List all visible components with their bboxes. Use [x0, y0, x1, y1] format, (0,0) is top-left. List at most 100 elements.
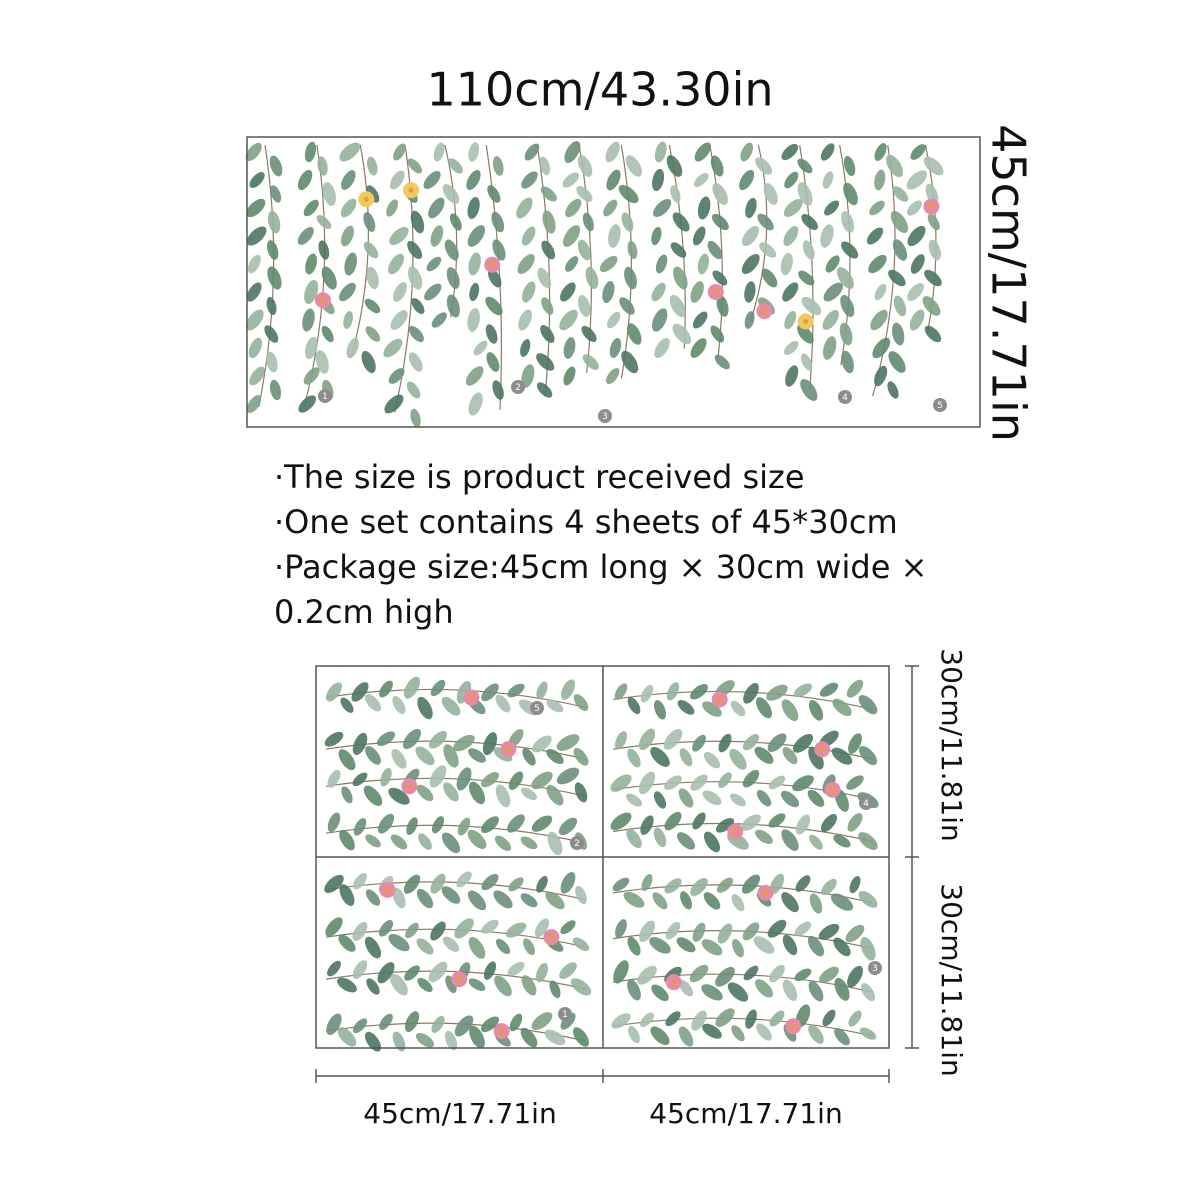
leaf — [666, 682, 680, 701]
leaf — [909, 309, 925, 331]
leaf — [732, 939, 744, 958]
leaf — [417, 696, 433, 720]
leaf — [846, 679, 864, 698]
leaf — [326, 1013, 342, 1036]
flower-center — [548, 934, 554, 940]
leaf — [666, 155, 683, 177]
leaf — [389, 170, 405, 190]
leaf — [892, 186, 909, 202]
leaf — [317, 156, 328, 176]
leaf — [866, 227, 884, 245]
leaf — [430, 225, 444, 247]
leaf — [769, 964, 785, 983]
leaf — [782, 282, 799, 302]
flower-center — [505, 746, 511, 752]
leaf — [654, 141, 667, 163]
leaf — [249, 366, 265, 386]
leaf — [651, 308, 668, 332]
leaf — [487, 185, 501, 203]
leaf — [327, 769, 341, 788]
leaf — [559, 309, 578, 331]
leaf — [893, 295, 907, 317]
leaf — [841, 241, 859, 259]
leaf — [304, 336, 318, 360]
leaf — [392, 887, 406, 909]
leaf — [376, 731, 396, 746]
leaf — [366, 185, 380, 203]
leaf — [798, 270, 815, 286]
leaf — [410, 408, 421, 428]
leaf — [848, 1010, 862, 1027]
leaf — [517, 254, 535, 274]
leaf — [606, 169, 621, 191]
leaf — [304, 279, 319, 305]
flower-center — [763, 890, 769, 896]
leaf — [743, 965, 759, 981]
leaf — [609, 338, 622, 358]
leaf — [701, 984, 723, 1001]
leaf — [800, 353, 813, 371]
panel-number: 3 — [602, 412, 608, 422]
leaf — [536, 382, 553, 398]
leaf — [431, 816, 445, 834]
leaf — [521, 364, 535, 388]
leaf — [860, 983, 876, 1002]
leaf — [693, 173, 709, 187]
leaf — [267, 266, 282, 290]
leaf — [795, 814, 811, 835]
leaf — [441, 696, 461, 716]
leaf — [520, 836, 538, 850]
panel-number: 4 — [863, 799, 869, 809]
leaf — [391, 749, 407, 769]
leaf — [835, 789, 849, 812]
leaf — [431, 1015, 445, 1033]
leaf — [754, 746, 774, 764]
leaf — [481, 772, 499, 788]
leaf — [655, 254, 668, 274]
leaf — [755, 157, 773, 175]
leaf — [809, 834, 823, 850]
leaf — [487, 268, 502, 288]
leaf — [800, 379, 818, 401]
leaf — [379, 1013, 393, 1030]
leaf — [377, 813, 395, 834]
leaf — [321, 266, 337, 290]
leaf — [388, 787, 410, 805]
leaf — [651, 282, 666, 302]
leaf — [540, 325, 555, 343]
flower-center — [499, 1028, 505, 1034]
leaf — [407, 266, 423, 290]
leaf — [246, 394, 262, 414]
leaf — [767, 919, 787, 938]
leaf — [639, 1012, 655, 1028]
leaf — [467, 196, 480, 220]
leaf — [820, 813, 838, 833]
leaf — [715, 966, 735, 987]
leaf — [326, 682, 342, 702]
leaf — [874, 169, 886, 191]
leaf — [428, 961, 448, 983]
leaf — [627, 979, 641, 1001]
panel-number: 2 — [574, 839, 580, 849]
leaf — [303, 199, 319, 217]
leaf — [560, 1012, 576, 1030]
leaf — [767, 733, 787, 752]
leaf — [341, 786, 353, 804]
flower-center — [928, 203, 934, 209]
leaf — [492, 239, 506, 261]
sheet-width-label: 45cm/17.71in — [649, 1097, 842, 1130]
leaf — [781, 892, 799, 913]
leaf — [536, 681, 548, 700]
leaf — [923, 156, 944, 176]
leaf — [650, 746, 670, 767]
leaf — [672, 212, 690, 232]
leaf — [849, 876, 861, 894]
leaf — [739, 169, 755, 191]
leaf — [714, 354, 730, 370]
leaf — [404, 965, 420, 981]
leaf — [784, 310, 797, 330]
leaf — [269, 379, 282, 401]
leaf — [466, 169, 481, 191]
leaf — [430, 921, 446, 941]
leaf — [621, 212, 634, 232]
